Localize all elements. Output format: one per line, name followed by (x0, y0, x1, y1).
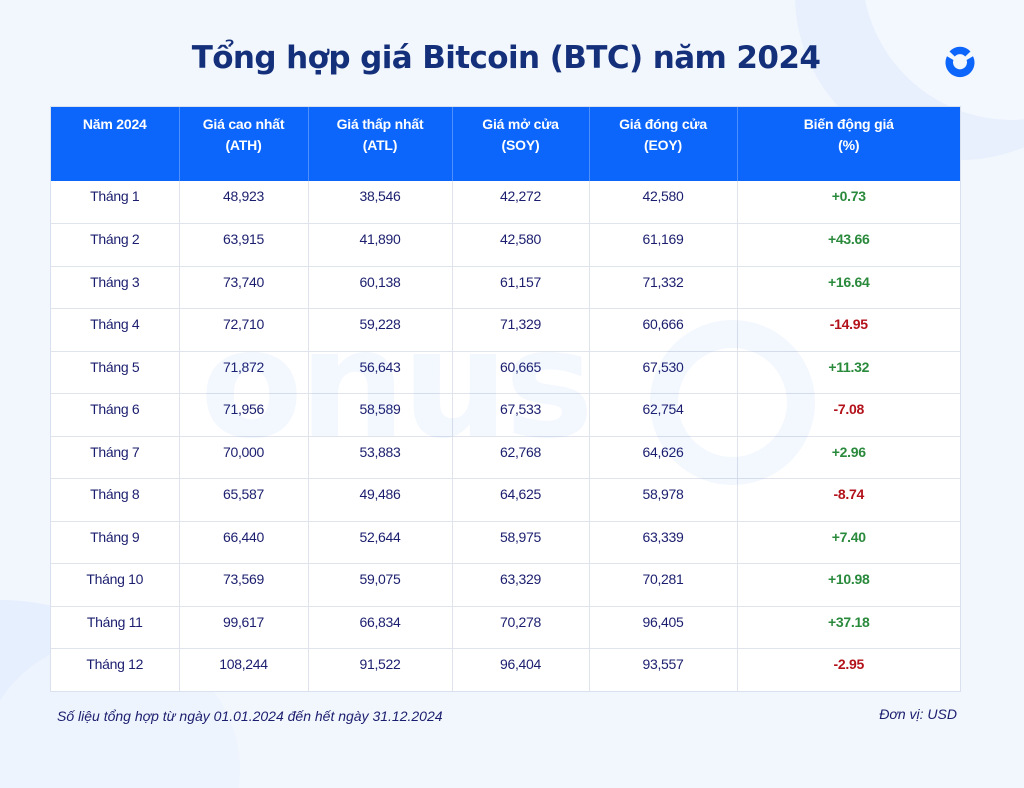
cell-atl: 58,589 (307, 393, 452, 436)
cell-ath: 66,440 (178, 520, 308, 564)
column-header-month: Năm 2024 (82, 116, 147, 132)
cell-ath: 108,244 (178, 648, 308, 691)
cell-month: Tháng 6 (51, 393, 179, 436)
cell-month: Tháng 9 (51, 520, 179, 564)
cell-atl: 66,834 (307, 605, 452, 649)
cell-soy: 42,272 (451, 181, 589, 224)
table-row: Tháng 6 71,956 58,589 67,533 62,754 -7.08 (51, 393, 960, 436)
cell-month: Tháng 3 (51, 265, 179, 309)
cell-eoy: 63,339 (588, 520, 737, 564)
cell-change: +7.40 (736, 520, 960, 564)
cell-month: Tháng 11 (51, 605, 179, 649)
cell-month: Tháng 4 (51, 308, 179, 351)
cell-ath: 99,617 (178, 605, 308, 649)
cell-change: +0.73 (736, 181, 960, 224)
cell-soy: 71,329 (451, 308, 589, 351)
cell-eoy: 67,530 (588, 350, 737, 394)
cell-soy: 42,580 (451, 223, 589, 266)
cell-change: +16.64 (736, 265, 960, 309)
table-row: Tháng 2 63,915 41,890 42,580 61,169 +43.66 (51, 223, 960, 266)
cell-soy: 60,665 (451, 350, 589, 394)
cell-month: Tháng 10 (51, 563, 179, 606)
cell-soy: 64,625 (451, 478, 589, 521)
cell-atl: 52,644 (307, 520, 452, 564)
cell-change: +2.96 (736, 435, 960, 479)
page-title: Tổng hợp giá Bitcoin (BTC) năm 2024 (191, 40, 821, 76)
cell-eoy: 70,281 (588, 563, 737, 606)
column-header-change: Biến động giá (%) (736, 107, 960, 181)
cell-eoy: 58,978 (588, 478, 737, 521)
cell-change: -7.08 (736, 393, 960, 436)
data-period-note: Số liệu tổng hợp từ ngày 01.01.2024 đến … (57, 708, 443, 724)
table-row: Tháng 1 48,923 38,546 42,272 42,580 +0.73 (51, 181, 960, 224)
cell-month: Tháng 7 (51, 435, 179, 479)
cell-eoy: 71,332 (588, 265, 737, 309)
table-row: Tháng 3 73,740 60,138 61,157 71,332 +16.64 (51, 265, 960, 309)
cell-atl: 91,522 (307, 648, 452, 691)
cell-eoy: 64,626 (588, 435, 737, 479)
cell-change: +10.98 (736, 563, 960, 606)
cell-month: Tháng 8 (51, 478, 179, 521)
cell-ath: 73,569 (178, 563, 308, 606)
table-row: Tháng 11 99,617 66,834 70,278 96,405 +37.18 (51, 605, 960, 649)
cell-eoy: 60,666 (588, 308, 737, 351)
table-row: Tháng 4 72,710 59,228 71,329 60,666 -14.95 (51, 308, 960, 351)
cell-soy: 96,404 (451, 648, 589, 691)
column-header-ath: Giá cao nhất (ATH) (178, 107, 308, 181)
cell-atl: 49,486 (307, 478, 452, 521)
cell-atl: 59,228 (307, 308, 452, 351)
cell-ath: 72,710 (178, 308, 308, 351)
cell-soy: 61,157 (451, 265, 589, 309)
cell-change: -2.95 (736, 648, 960, 691)
table-row: Tháng 9 66,440 52,644 58,975 63,339 +7.40 (51, 520, 960, 564)
cell-atl: 59,075 (307, 563, 452, 606)
cell-change: +11.32 (736, 350, 960, 394)
cell-change: -8.74 (736, 478, 960, 521)
cell-eoy: 42,580 (588, 181, 737, 224)
cell-atl: 53,883 (307, 435, 452, 479)
column-header-eoy: Giá đóng cửa (EOY) (588, 107, 737, 181)
cell-ath: 48,923 (178, 181, 308, 224)
cell-change: +37.18 (736, 605, 960, 649)
table-row: Tháng 5 71,872 56,643 60,665 67,530 +11.32 (51, 350, 960, 394)
cell-change: -14.95 (736, 308, 960, 351)
cell-change: +43.66 (736, 223, 960, 266)
cell-ath: 71,872 (178, 350, 308, 394)
table-row: Tháng 8 65,587 49,486 64,625 58,978 -8.74 (51, 478, 960, 521)
table-row: Tháng 7 70,000 53,883 62,768 64,626 +2.96 (51, 435, 960, 479)
cell-atl: 38,546 (307, 181, 452, 224)
cell-soy: 58,975 (451, 520, 589, 564)
cell-ath: 73,740 (178, 265, 308, 309)
cell-atl: 41,890 (307, 223, 452, 266)
cell-month: Tháng 5 (51, 350, 179, 394)
cell-soy: 62,768 (451, 435, 589, 479)
cell-month: Tháng 12 (51, 648, 179, 691)
table-row: Tháng 10 73,569 59,075 63,329 70,281 +10.98 (51, 563, 960, 606)
cell-eoy: 96,405 (588, 605, 737, 649)
cell-soy: 70,278 (451, 605, 589, 649)
table-header-row: Năm 2024 Giá cao nhất (ATH) Giá thấp nhấ… (51, 107, 960, 181)
cell-eoy: 62,754 (588, 393, 737, 436)
column-header-atl: Giá thấp nhất (ATL) (307, 107, 452, 181)
table-row: Tháng 12 108,244 91,522 96,404 93,557 -2.95 (51, 648, 960, 691)
cell-eoy: 61,169 (588, 223, 737, 266)
cell-atl: 56,643 (307, 350, 452, 394)
column-header-soy: Giá mở cửa (SOY) (451, 107, 589, 181)
cell-eoy: 93,557 (588, 648, 737, 691)
btc-price-table: Năm 2024 Giá cao nhất (ATH) Giá thấp nhấ… (51, 107, 960, 691)
cell-month: Tháng 2 (51, 223, 179, 266)
onus-logo-icon (940, 40, 980, 80)
cell-atl: 60,138 (307, 265, 452, 309)
cell-ath: 63,915 (178, 223, 308, 266)
cell-ath: 65,587 (178, 478, 308, 521)
cell-soy: 67,533 (451, 393, 589, 436)
cell-ath: 71,956 (178, 393, 308, 436)
cell-ath: 70,000 (178, 435, 308, 479)
cell-month: Tháng 1 (90, 188, 140, 204)
unit-label: Đơn vị: USD (879, 706, 957, 722)
table-body: Tháng 1 48,923 38,546 42,272 42,580 +0.73 Thán… (51, 181, 960, 691)
cell-soy: 63,329 (451, 563, 589, 606)
